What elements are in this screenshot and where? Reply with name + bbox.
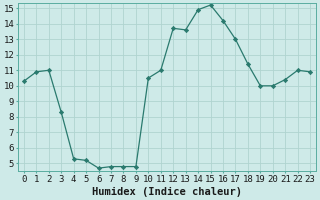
X-axis label: Humidex (Indice chaleur): Humidex (Indice chaleur)	[92, 186, 242, 197]
